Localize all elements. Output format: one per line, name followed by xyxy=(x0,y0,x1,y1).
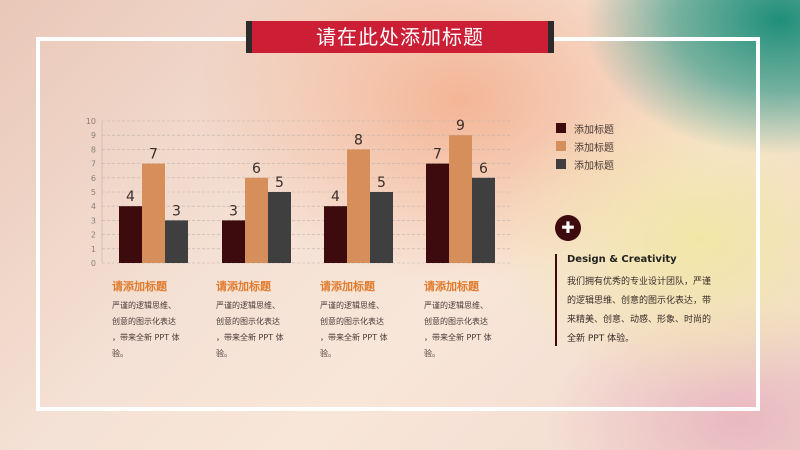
chart-bars xyxy=(119,135,495,263)
category-description: 请添加标题 严谨的逻辑思维、 创意的图示化表达 ，带来全新 PPT 体 验。 xyxy=(424,278,516,362)
data-label: 3 xyxy=(172,203,181,219)
panel-body-line: 来精美、创意、动感、形象、时尚的 xyxy=(567,315,712,325)
y-tick-label: 10 xyxy=(86,117,96,126)
y-tick-label: 7 xyxy=(91,160,96,169)
y-tick-label: 0 xyxy=(91,259,96,268)
data-label: 5 xyxy=(275,175,284,191)
data-label: 7 xyxy=(149,147,158,163)
legend-label: 添加标题 xyxy=(574,160,614,172)
bar xyxy=(426,163,449,263)
description-body: 严谨的逻辑思维、 创意的图示化表达 ，带来全新 PPT 体 验。 xyxy=(216,298,308,362)
y-tick-label: 1 xyxy=(91,245,96,254)
chart-legend: 添加标题 添加标题 添加标题 xyxy=(556,119,614,173)
legend-swatch-series1 xyxy=(556,123,566,133)
data-label: 8 xyxy=(354,132,363,148)
legend-label: 添加标题 xyxy=(574,124,614,136)
legend-item: 添加标题 xyxy=(556,119,614,137)
description-line: 严谨的逻辑思维、 xyxy=(112,301,176,310)
page-title: 请在此处添加标题 xyxy=(246,21,554,53)
y-tick-label: 3 xyxy=(91,216,96,225)
y-tick-label: 6 xyxy=(91,174,96,183)
plus-icon: ✚ xyxy=(555,215,581,241)
panel-body-line: 的逻辑思维、创意的图示化表达，带 xyxy=(567,296,712,306)
description-heading: 请添加标题 xyxy=(320,280,375,293)
bar xyxy=(268,192,291,263)
y-tick-label: 4 xyxy=(91,202,96,211)
y-tick-label: 5 xyxy=(91,188,96,197)
description-heading: 请添加标题 xyxy=(216,280,271,293)
bar xyxy=(222,220,245,263)
data-label: 6 xyxy=(252,161,261,177)
description-line: 严谨的逻辑思维、 xyxy=(320,301,384,310)
panel-body-line: 全新 PPT 体验。 xyxy=(567,334,635,344)
data-label: 3 xyxy=(229,203,238,219)
panel-body: 我们拥有优秀的专业设计团队，严谨 的逻辑思维、创意的图示化表达，带 来精美、创意… xyxy=(567,273,735,349)
description-line: 严谨的逻辑思维、 xyxy=(424,301,488,310)
legend-item: 添加标题 xyxy=(556,137,614,155)
description-line: 创意的图示化表达 xyxy=(112,317,176,326)
description-body: 严谨的逻辑思维、 创意的图示化表达 ，带来全新 PPT 体 验。 xyxy=(112,298,204,362)
bar xyxy=(449,135,472,263)
bar xyxy=(142,163,165,263)
description-line: 验。 xyxy=(320,349,336,358)
description-line: 验。 xyxy=(424,349,440,358)
data-label: 6 xyxy=(479,161,488,177)
bar xyxy=(324,206,347,263)
description-line: 严谨的逻辑思维、 xyxy=(216,301,280,310)
legend-label: 添加标题 xyxy=(574,142,614,154)
data-label: 7 xyxy=(433,147,442,163)
description-line: 创意的图示化表达 xyxy=(424,317,488,326)
bar xyxy=(347,149,370,263)
bar xyxy=(472,177,495,263)
chart-y-axis: 0 1 2 3 4 5 6 7 8 9 10 xyxy=(86,117,103,268)
description-body: 严谨的逻辑思维、 创意的图示化表达 ，带来全新 PPT 体 验。 xyxy=(320,298,412,362)
description-line: ，带来全新 PPT 体 xyxy=(424,333,492,342)
y-tick-label: 9 xyxy=(91,131,96,140)
category-description: 请添加标题 严谨的逻辑思维、 创意的图示化表达 ，带来全新 PPT 体 验。 xyxy=(112,278,204,362)
description-heading: 请添加标题 xyxy=(424,280,479,293)
y-tick-label: 8 xyxy=(91,145,96,154)
category-description: 请添加标题 严谨的逻辑思维、 创意的图示化表达 ，带来全新 PPT 体 验。 xyxy=(216,278,308,362)
data-label: 4 xyxy=(126,189,135,205)
description-line: 验。 xyxy=(216,349,232,358)
panel-body-line: 我们拥有优秀的专业设计团队，严谨 xyxy=(567,277,712,287)
bar xyxy=(370,192,393,263)
description-line: 创意的图示化表达 xyxy=(216,317,280,326)
description-line: 创意的图示化表达 xyxy=(320,317,384,326)
description-heading: 请添加标题 xyxy=(112,280,167,293)
panel-heading: Design & Creativity xyxy=(567,254,677,265)
bar xyxy=(245,177,268,263)
legend-swatch-series2 xyxy=(556,141,566,151)
y-tick-label: 2 xyxy=(91,231,96,240)
description-line: ，带来全新 PPT 体 xyxy=(112,333,180,342)
legend-item: 添加标题 xyxy=(556,155,614,173)
data-label: 9 xyxy=(456,118,465,134)
bar xyxy=(119,206,142,263)
description-line: 验。 xyxy=(112,349,128,358)
category-description: 请添加标题 严谨的逻辑思维、 创意的图示化表达 ，带来全新 PPT 体 验。 xyxy=(320,278,412,362)
info-panel: Design & Creativity 我们拥有优秀的专业设计团队，严谨 的逻辑… xyxy=(555,254,735,346)
legend-swatch-series3 xyxy=(556,159,566,169)
data-label: 4 xyxy=(331,189,340,205)
bar xyxy=(165,220,188,263)
description-line: ，带来全新 PPT 体 xyxy=(216,333,284,342)
description-body: 严谨的逻辑思维、 创意的图示化表达 ，带来全新 PPT 体 验。 xyxy=(424,298,516,362)
data-label: 5 xyxy=(377,175,386,191)
description-line: ，带来全新 PPT 体 xyxy=(320,333,388,342)
